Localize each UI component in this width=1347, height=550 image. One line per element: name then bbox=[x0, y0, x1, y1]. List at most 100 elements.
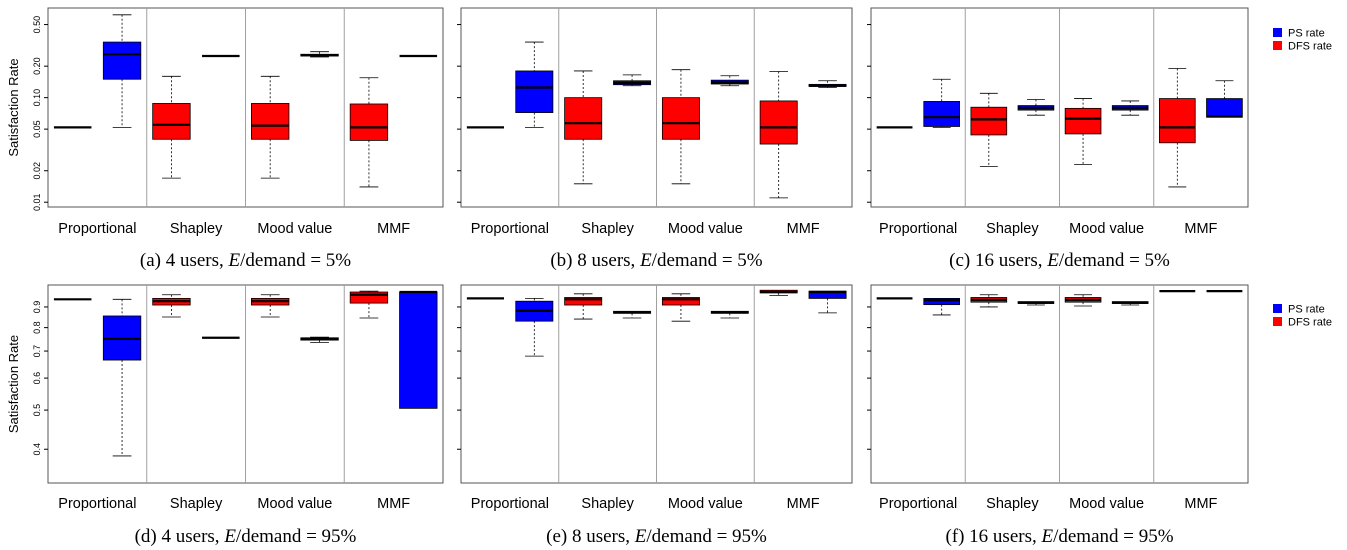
box-ps-mmf bbox=[1206, 80, 1243, 118]
x-category-label: Shapley bbox=[170, 221, 223, 237]
panel-f: Proportional Shapley Mood value MMF (f) 16 u… bbox=[867, 284, 1249, 547]
panel-caption: (a) 4 users, E/demand = 5% bbox=[140, 250, 351, 271]
panel-caption: (e) 8 users, E/demand = 95% bbox=[546, 526, 767, 547]
box-body bbox=[564, 297, 603, 306]
panel-a: 0.01 0.02 0.05 0.10 0.20 0.50 Satisfaction Rat… bbox=[6, 7, 444, 271]
box-ps-proportional bbox=[515, 298, 554, 357]
box-ps-proportional bbox=[923, 298, 960, 316]
chart-panels: 0.01 0.02 0.05 0.10 0.20 0.50 Satisfaction Rat… bbox=[6, 7, 1249, 547]
box-ps-proportional bbox=[102, 14, 142, 128]
x-category-label: Mood value bbox=[1069, 496, 1144, 512]
panel-caption: (b) 8 users, E/demand = 5% bbox=[550, 250, 762, 271]
box-body bbox=[102, 41, 142, 80]
x-category-label: MMF bbox=[1184, 221, 1217, 237]
caption-suffix: /demand = 95% bbox=[236, 526, 357, 547]
box-dfs-mood-value bbox=[661, 293, 700, 322]
y-tick-label: 0.4 bbox=[32, 443, 42, 456]
box-dfs-shapley bbox=[152, 294, 191, 318]
box-dfs-shapley bbox=[970, 92, 1008, 167]
box-ps-mood-value bbox=[710, 75, 749, 87]
box-ps-mood-value bbox=[300, 51, 339, 58]
caption-suffix: /demand = 95% bbox=[646, 526, 767, 547]
caption-variable: E bbox=[223, 526, 236, 547]
box-body bbox=[1206, 98, 1243, 118]
y-tick-label: 0.05 bbox=[32, 120, 42, 138]
x-category-label: Shapley bbox=[581, 221, 634, 237]
legend-label: PS rate bbox=[1288, 304, 1325, 316]
box-ps-mmf bbox=[808, 290, 847, 314]
y-tick-label: 0.02 bbox=[32, 162, 42, 180]
y-tick-label: 0.01 bbox=[32, 193, 42, 211]
caption-prefix: (f) 16 users, bbox=[945, 526, 1041, 547]
caption-suffix: /demand = 95% bbox=[1053, 526, 1174, 547]
box-dfs-mood-value bbox=[1064, 294, 1102, 307]
caption-variable: E bbox=[1040, 526, 1053, 547]
y-tick-label: 0.7 bbox=[32, 345, 42, 358]
caption-variable: E bbox=[639, 250, 652, 271]
caption-prefix: (a) 4 users, bbox=[140, 250, 229, 271]
box-ps-proportional bbox=[923, 78, 960, 128]
x-category-label: Proportional bbox=[471, 221, 549, 237]
x-category-label: Proportional bbox=[58, 496, 136, 512]
box-ps-mood-value bbox=[1111, 100, 1149, 116]
legend-swatch bbox=[1273, 317, 1282, 326]
box-ps-mmf bbox=[808, 80, 847, 88]
panel-e: Proportional Shapley Mood value MMF (e) 8 us… bbox=[457, 284, 853, 547]
box-ps-mood-value bbox=[1111, 301, 1149, 306]
x-category-label: Proportional bbox=[879, 496, 957, 512]
caption-prefix: (c) 16 users, bbox=[949, 250, 1047, 271]
box-ps-proportional bbox=[515, 41, 554, 128]
caption-prefix: (e) 8 users, bbox=[546, 526, 635, 547]
x-category-label: MMF bbox=[1184, 496, 1217, 512]
box-body bbox=[970, 106, 1008, 136]
box-dfs-mmf bbox=[759, 71, 798, 199]
legend-label: DFS rate bbox=[1288, 317, 1332, 329]
box-body bbox=[1159, 98, 1196, 144]
box-ps-shapley bbox=[613, 74, 652, 87]
panel-c: Proportional Shapley Mood value MMF (c) 16 u… bbox=[867, 7, 1249, 271]
caption-suffix: /demand = 5% bbox=[652, 250, 763, 271]
legend-swatch bbox=[1273, 28, 1282, 37]
box-body bbox=[349, 103, 389, 141]
panel-caption: (c) 16 users, E/demand = 5% bbox=[949, 250, 1170, 271]
box-dfs-mood-value bbox=[251, 294, 290, 318]
caption-variable: E bbox=[228, 250, 241, 271]
y-axis-title: Satisfaction Rate bbox=[6, 335, 21, 433]
panel-caption: (f) 16 users, E/demand = 95% bbox=[945, 526, 1173, 547]
legend-swatch bbox=[1273, 41, 1282, 50]
legend-label: DFS rate bbox=[1288, 41, 1332, 53]
x-category-label: Mood value bbox=[257, 221, 332, 237]
box-dfs-mmf bbox=[349, 77, 389, 188]
box-dfs-mmf bbox=[349, 290, 389, 319]
y-tick-label: 0.10 bbox=[32, 89, 42, 107]
box-body bbox=[515, 70, 554, 113]
box-ps-mmf bbox=[399, 290, 438, 409]
box-dfs-mood-value bbox=[1064, 98, 1102, 165]
box-body bbox=[923, 298, 960, 306]
box-body bbox=[759, 100, 798, 145]
box-dfs-shapley bbox=[564, 70, 603, 185]
x-category-label: Mood value bbox=[668, 496, 743, 512]
legend-swatch bbox=[1273, 304, 1282, 313]
x-category-label: Shapley bbox=[170, 496, 223, 512]
box-body bbox=[661, 97, 700, 140]
y-tick-label: 0.6 bbox=[32, 372, 42, 385]
y-axis-title: Satisfaction Rate bbox=[6, 58, 21, 156]
x-category-label: Mood value bbox=[668, 221, 743, 237]
panel-b: Proportional Shapley Mood value MMF (b) 8 us… bbox=[457, 7, 853, 271]
x-category-label: Shapley bbox=[986, 496, 1039, 512]
box-dfs-mmf bbox=[759, 289, 798, 297]
x-category-label: Mood value bbox=[257, 496, 332, 512]
y-tick-label: 0.9 bbox=[32, 301, 42, 314]
box-body bbox=[349, 291, 389, 304]
y-tick-label: 0.5 bbox=[32, 404, 42, 417]
box-dfs-shapley bbox=[564, 293, 603, 320]
y-tick-label: 0.20 bbox=[32, 57, 42, 75]
box-ps-shapley bbox=[613, 310, 652, 319]
box-body bbox=[661, 297, 700, 306]
box-dfs-mood-value bbox=[661, 69, 700, 185]
